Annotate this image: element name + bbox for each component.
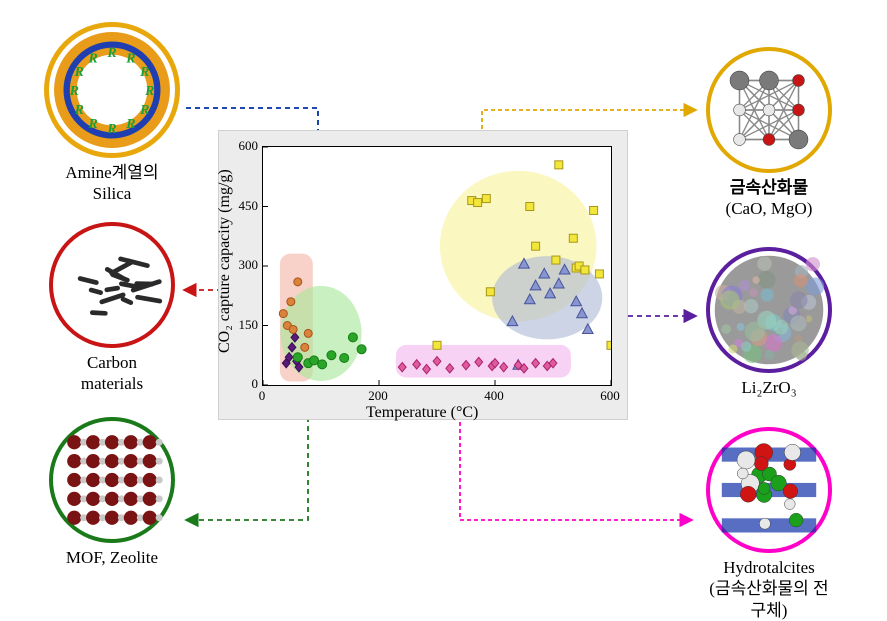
lizro-label: Li₂ZrO₃ <box>706 377 832 398</box>
ytick: 150 <box>230 317 258 333</box>
mof-label: MOF, Zeolite <box>49 547 175 568</box>
svg-text:R: R <box>106 121 116 136</box>
carbon-node: Carbonmaterials <box>49 222 175 395</box>
hydro-icon <box>706 427 832 553</box>
lizro-node: Li₂ZrO₃ <box>706 247 832 398</box>
hydro-node: Hydrotalcites(금속산화물의 전구체) <box>706 427 832 621</box>
scatter-plot <box>262 146 612 386</box>
svg-text:R: R <box>69 83 79 98</box>
svg-text:R: R <box>144 83 154 98</box>
hydro-label: Hydrotalcites(금속산화물의 전구체) <box>706 557 832 621</box>
svg-text:R: R <box>74 64 84 79</box>
carbon-label: Carbonmaterials <box>49 352 175 395</box>
amine-node: RRRRRRRRRRRRAmine계열의Silica <box>44 22 180 205</box>
svg-text:R: R <box>87 50 97 65</box>
ytick: 600 <box>230 138 258 154</box>
mof-icon <box>49 417 175 543</box>
ytick: 300 <box>230 257 258 273</box>
oxide-label: 금속산화물(CaO, MgO) <box>706 177 832 220</box>
svg-text:R: R <box>139 64 149 79</box>
svg-text:R: R <box>125 50 135 65</box>
svg-text:R: R <box>106 45 116 60</box>
amine-label: Amine계열의Silica <box>44 162 180 205</box>
oxide-node: 금속산화물(CaO, MgO) <box>706 47 832 220</box>
svg-text:R: R <box>74 102 84 117</box>
amine-icon: RRRRRRRRRRRR <box>44 22 180 158</box>
xtick: 600 <box>598 388 622 404</box>
xtick: 200 <box>366 388 390 404</box>
carbon-icon <box>49 222 175 348</box>
svg-text:R: R <box>125 116 135 131</box>
xtick: 400 <box>482 388 506 404</box>
ytick: 0 <box>230 376 258 392</box>
lizro-icon <box>706 247 832 373</box>
ytick: 450 <box>230 198 258 214</box>
oxide-icon <box>706 47 832 173</box>
mof-node: MOF, Zeolite <box>49 417 175 568</box>
x-axis-label: Temperature (°C) <box>366 404 478 422</box>
y-axis-label: CO₂ capture capacity (mg/g) <box>216 169 234 353</box>
svg-text:R: R <box>139 102 149 117</box>
svg-text:R: R <box>87 116 97 131</box>
